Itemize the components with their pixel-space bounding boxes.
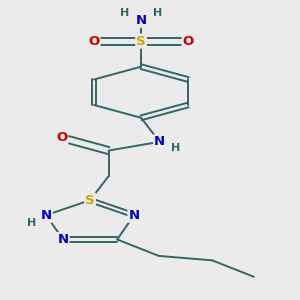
- Text: S: S: [136, 34, 146, 48]
- Text: O: O: [88, 34, 100, 48]
- Text: N: N: [57, 233, 68, 246]
- Text: N: N: [136, 14, 147, 27]
- Text: N: N: [128, 209, 140, 222]
- Text: H: H: [27, 218, 36, 227]
- Text: H: H: [153, 8, 162, 18]
- Text: H: H: [120, 8, 130, 18]
- Text: N: N: [154, 135, 165, 148]
- Text: H: H: [171, 143, 181, 153]
- Text: O: O: [183, 34, 194, 48]
- Text: O: O: [56, 131, 67, 144]
- Text: S: S: [85, 194, 95, 207]
- Text: N: N: [40, 209, 52, 222]
